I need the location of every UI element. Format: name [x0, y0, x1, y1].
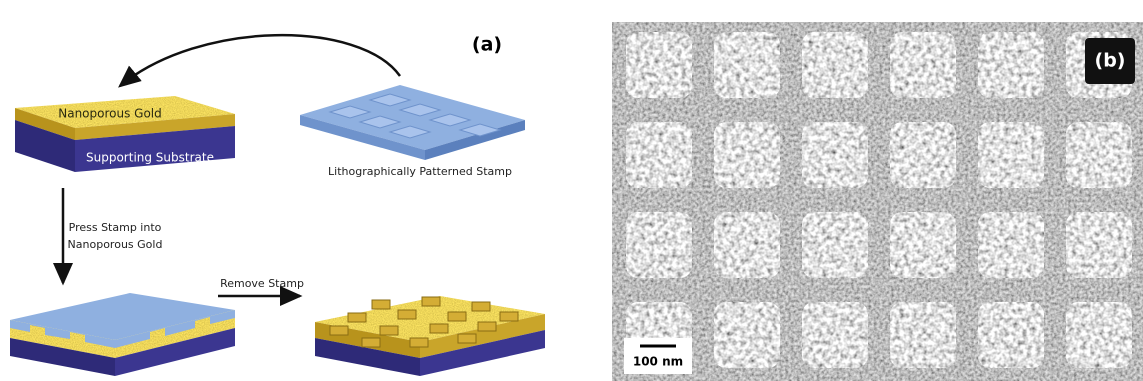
nanopillar: [1066, 302, 1132, 368]
nanopillar: [890, 212, 956, 278]
nanopillar: [890, 302, 956, 368]
nanopillar: [802, 122, 868, 188]
nanopillar: [890, 122, 956, 188]
nanopillar: [626, 32, 692, 98]
remove-step-label: Remove Stamp: [220, 277, 304, 290]
patterned-block: [315, 296, 545, 376]
nanopillar: [1066, 122, 1132, 188]
nanopillar: [978, 302, 1044, 368]
nanopillar: [714, 122, 780, 188]
nanopillar: [890, 32, 956, 98]
substrate-label: Supporting Substrate: [86, 151, 214, 165]
nanopillar: [802, 302, 868, 368]
figure: (a) Nanoporous Gold Supporting Substrate…: [0, 0, 1143, 381]
nanopillar: [978, 32, 1044, 98]
nanopillar: [714, 302, 780, 368]
nanopillar: [802, 212, 868, 278]
nanopillar: [1066, 212, 1132, 278]
nanopillar: [626, 122, 692, 188]
panel-label: (b): [1095, 50, 1126, 72]
press-step-line: Nanoporous Gold: [68, 238, 163, 251]
nanopillar: [626, 212, 692, 278]
return-arrow: [120, 35, 400, 86]
nanopillar: [978, 212, 1044, 278]
stamp-label: Lithographically Patterned Stamp: [328, 165, 512, 178]
press-step-line: Press Stamp into: [69, 221, 162, 234]
stamp: [300, 85, 525, 160]
panel-label: (a): [472, 34, 502, 56]
nanopillar: [978, 122, 1044, 188]
scale-bar-label: 100 nm: [633, 355, 683, 369]
film-label: Nanoporous Gold: [58, 107, 162, 121]
nanopillar: [714, 32, 780, 98]
pressed-block: [10, 293, 235, 376]
nanopillar: [714, 212, 780, 278]
nanopillar: [802, 32, 868, 98]
